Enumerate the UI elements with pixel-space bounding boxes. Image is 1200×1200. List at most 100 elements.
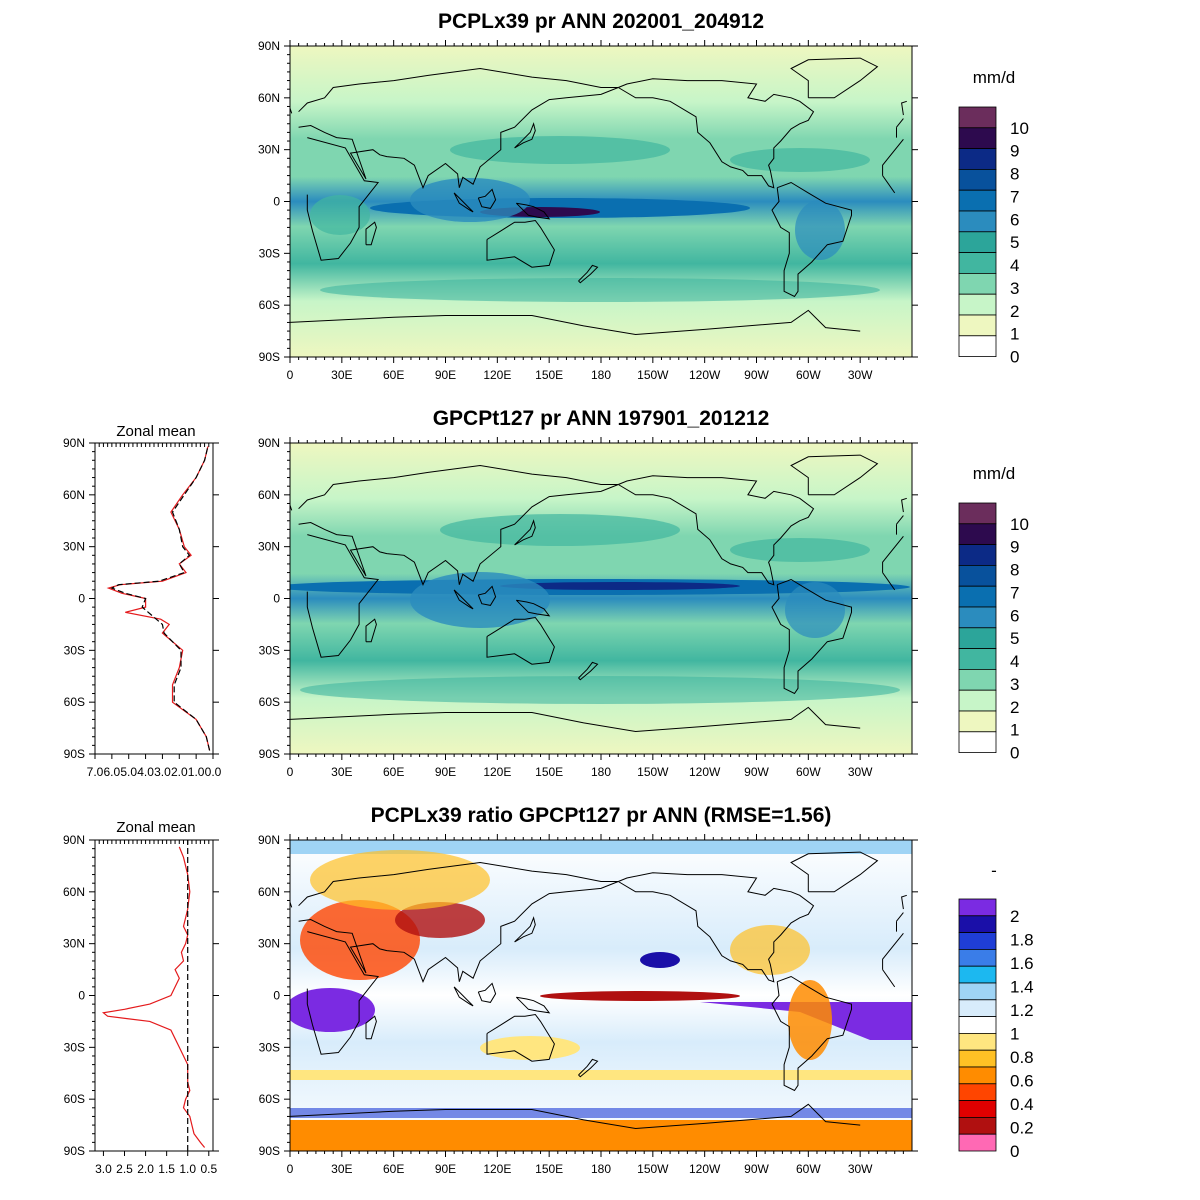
coastline bbox=[306, 931, 380, 1055]
zm-x-label: 2.0 bbox=[137, 1162, 154, 1176]
lon-tick-label: 60W bbox=[796, 1162, 821, 1176]
colorbar-label: 1.8 bbox=[1010, 930, 1034, 949]
zm-x-label: 7.0 bbox=[87, 765, 104, 779]
zm-x-label: 3.0 bbox=[95, 1162, 112, 1176]
coastline bbox=[771, 181, 852, 298]
colorbar-label: 6 bbox=[1010, 606, 1019, 625]
zm-line-model bbox=[106, 446, 211, 751]
panel2-axes: 90N 60N 30N 0 30S 60S 90S 0 30E 60E 90E 120E 150E 180… bbox=[258, 436, 918, 779]
zm-x-label: 5.0 bbox=[120, 765, 137, 779]
colorbar-label: 0 bbox=[1010, 1142, 1019, 1161]
coastline bbox=[896, 515, 904, 525]
zonal-mean-1-title: Zonal mean bbox=[116, 423, 195, 440]
coastline bbox=[882, 969, 896, 988]
lon-tick-label: 60W bbox=[796, 765, 821, 779]
lat-tick-label: 60S bbox=[259, 298, 280, 312]
panel2-coastlines bbox=[290, 454, 907, 733]
colorbar-box bbox=[958, 1117, 997, 1135]
colorbar-label: 8 bbox=[1010, 561, 1019, 580]
panel3-axes: 90N 60N 30N 0 30S 60S 90S 0 30E 60E 90E 120E 150E 180… bbox=[258, 833, 918, 1176]
zonal-mean-1-frame bbox=[94, 442, 214, 755]
lat-tick-label: 60S bbox=[259, 1092, 280, 1106]
lon-tick-label: 120E bbox=[483, 1162, 511, 1176]
lon-tick-label: 60E bbox=[383, 368, 404, 382]
colorbar-label: 4 bbox=[1010, 652, 1019, 671]
lat-tick-label: 90N bbox=[258, 436, 280, 450]
lat-tick-label: 30S bbox=[259, 643, 280, 657]
colorbar-label: 7 bbox=[1010, 187, 1019, 206]
colorbar-box bbox=[958, 502, 997, 525]
panel3-units: - bbox=[991, 861, 997, 880]
colorbar-box bbox=[958, 606, 997, 629]
coastline bbox=[790, 454, 879, 496]
lon-tick-label: 30W bbox=[848, 765, 873, 779]
lon-tick-label: 90E bbox=[435, 1162, 456, 1176]
lon-tick-label: 30W bbox=[848, 1162, 873, 1176]
panel1-units: mm/d bbox=[973, 68, 1016, 87]
colorbar-label: 5 bbox=[1010, 629, 1019, 648]
coastline bbox=[514, 519, 536, 546]
zm-lat-label: 60N bbox=[63, 488, 85, 502]
panel3-asia-dry bbox=[395, 902, 485, 938]
colorbar-label: 2 bbox=[1010, 698, 1019, 717]
lat-tick-label: 60N bbox=[258, 91, 280, 105]
panel3-east-pacific bbox=[700, 1002, 912, 1040]
coastline bbox=[486, 616, 555, 665]
colorbar-box bbox=[958, 148, 997, 170]
zm-lat-label: 30N bbox=[63, 540, 85, 554]
lon-tick-label: 0 bbox=[287, 765, 294, 779]
lat-tick-label: 0 bbox=[273, 592, 280, 606]
colorbar-label: 1 bbox=[1010, 325, 1019, 344]
panel3-yellow-band bbox=[290, 1070, 912, 1080]
lat-tick-label: 90S bbox=[259, 1144, 280, 1158]
zm-x-label: 0.0 bbox=[205, 765, 222, 779]
panel3-indian-ocean bbox=[290, 988, 375, 1032]
lat-tick-label: 0 bbox=[273, 195, 280, 209]
coastline bbox=[578, 1058, 599, 1078]
zonal-mean-2-title: Zonal mean bbox=[116, 819, 195, 836]
coastline bbox=[790, 851, 879, 893]
colorbar-label: 6 bbox=[1010, 210, 1019, 229]
lon-tick-label: 150E bbox=[535, 1162, 563, 1176]
zm-x-label: 4.0 bbox=[137, 765, 154, 779]
colorbar-box bbox=[958, 293, 997, 316]
coastline bbox=[896, 912, 904, 922]
coastline bbox=[306, 137, 380, 261]
coastline bbox=[618, 475, 815, 586]
coastline bbox=[618, 78, 815, 189]
coastline bbox=[882, 138, 904, 176]
panel3-coastlines bbox=[290, 851, 907, 1130]
panel1-coastlines bbox=[290, 57, 907, 336]
zm-x-label: 0.5 bbox=[200, 1162, 217, 1176]
colorbar-label: 0.8 bbox=[1010, 1048, 1034, 1067]
zm-x-label: 6.0 bbox=[104, 765, 121, 779]
lon-tick-label: 90E bbox=[435, 765, 456, 779]
colorbar-box bbox=[958, 1100, 997, 1118]
colorbar-label: 2 bbox=[1010, 907, 1019, 926]
lon-tick-label: 30E bbox=[331, 368, 352, 382]
coastline bbox=[578, 264, 599, 284]
coastline bbox=[477, 188, 497, 209]
colorbar-box bbox=[958, 252, 997, 274]
coastline bbox=[290, 309, 861, 336]
coastline bbox=[298, 861, 619, 984]
coastline bbox=[771, 975, 852, 1092]
colorbar-label: 1.6 bbox=[1010, 954, 1034, 973]
lat-tick-label: 60N bbox=[258, 488, 280, 502]
panel1-africa bbox=[310, 195, 370, 235]
zm-x-label: 1.5 bbox=[158, 1162, 175, 1176]
zm-x-label: 1.0 bbox=[188, 765, 205, 779]
panel2-itcz-core bbox=[500, 582, 740, 590]
coastline bbox=[578, 661, 599, 681]
zm-lat-label: 30S bbox=[64, 643, 85, 657]
colorbar-label: 0.6 bbox=[1010, 1071, 1034, 1090]
colorbar-label: 1 bbox=[1010, 1024, 1019, 1043]
panel2-storm-track-south bbox=[300, 676, 900, 704]
panel3-arctic-band bbox=[290, 840, 912, 854]
colorbar-label: 3 bbox=[1010, 675, 1019, 694]
panel1-title: PCPLx39 pr ANN 202001_204912 bbox=[438, 10, 764, 33]
lon-tick-label: 90W bbox=[744, 1162, 769, 1176]
colorbar-label: 1 bbox=[1010, 721, 1019, 740]
colorbar-box bbox=[958, 231, 997, 254]
coastline bbox=[515, 202, 551, 220]
